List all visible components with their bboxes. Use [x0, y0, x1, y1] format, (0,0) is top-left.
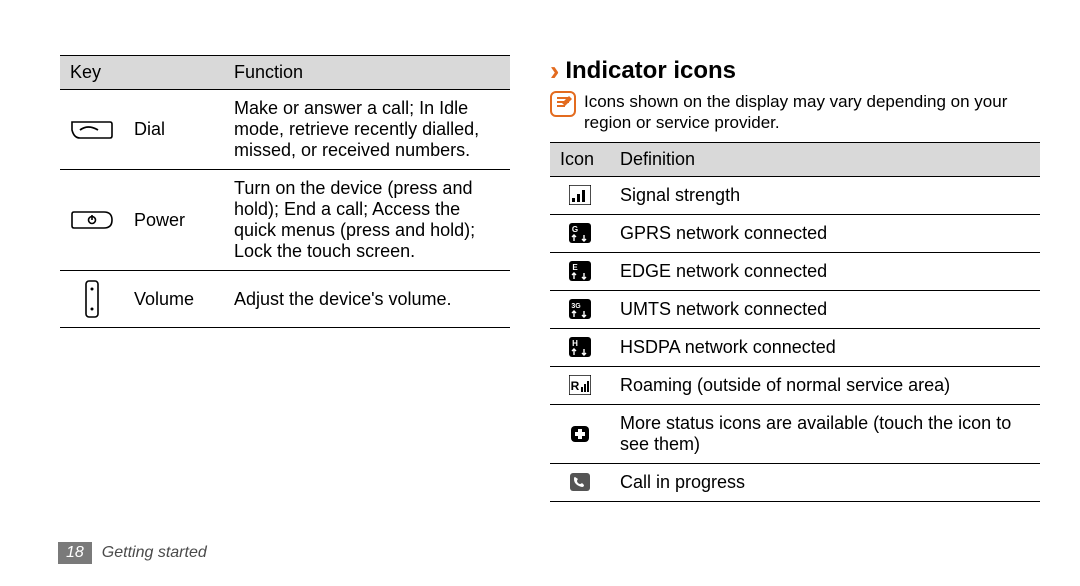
key-name: Power	[124, 170, 224, 271]
icon-definition: EDGE network connected	[610, 252, 1040, 290]
section-header: › Indicator icons	[550, 55, 1040, 87]
svg-text:E: E	[572, 263, 578, 272]
table-row: G GPRS network connected	[550, 214, 1040, 252]
signal-strength-icon	[550, 176, 610, 214]
svg-text:H: H	[572, 339, 578, 348]
table-row: Dial Make or answer a call; In Idle mode…	[60, 90, 510, 170]
icon-definition: Signal strength	[610, 176, 1040, 214]
key-name: Volume	[124, 271, 224, 328]
call-in-progress-icon	[550, 463, 610, 501]
icon-definition: Roaming (outside of normal service area)	[610, 366, 1040, 404]
icons-table: Icon Definition Signal strength	[550, 142, 1040, 502]
header-definition: Definition	[610, 142, 1040, 176]
icon-definition: HSDPA network connected	[610, 328, 1040, 366]
note-icon	[550, 91, 576, 117]
table-row: Volume Adjust the device's volume.	[60, 271, 510, 328]
hsdpa-icon: H	[550, 328, 610, 366]
svg-text:R: R	[571, 379, 580, 393]
svg-text:3G: 3G	[571, 303, 581, 310]
table-row: Signal strength	[550, 176, 1040, 214]
icon-definition: More status icons are available (touch t…	[610, 404, 1040, 463]
table-row: Power Turn on the device (press and hold…	[60, 170, 510, 271]
table-row: More status icons are available (touch t…	[550, 404, 1040, 463]
power-key-icon	[60, 170, 124, 271]
table-row: Call in progress	[550, 463, 1040, 501]
chevron-icon: ›	[550, 55, 559, 87]
header-key: Key	[60, 56, 224, 90]
icon-definition: UMTS network connected	[610, 290, 1040, 328]
key-function: Make or answer a call; In Idle mode, ret…	[224, 90, 510, 170]
note-row: Icons shown on the display may vary depe…	[550, 91, 1040, 134]
page-footer: 18 Getting started	[58, 542, 207, 564]
dial-key-icon	[60, 90, 124, 170]
table-row: R Roaming (outside of normal service are…	[550, 366, 1040, 404]
icon-definition: GPRS network connected	[610, 214, 1040, 252]
icon-definition: Call in progress	[610, 463, 1040, 501]
table-header-row: Key Function	[60, 56, 510, 90]
gprs-icon: G	[550, 214, 610, 252]
more-status-icon	[550, 404, 610, 463]
header-icon: Icon	[550, 142, 610, 176]
key-function: Turn on the device (press and hold); End…	[224, 170, 510, 271]
svg-text:G: G	[572, 225, 578, 234]
table-row: H HSDPA network connected	[550, 328, 1040, 366]
keys-table: Key Function Dial Make or answer a call;…	[60, 55, 510, 328]
table-header-row: Icon Definition	[550, 142, 1040, 176]
roaming-icon: R	[550, 366, 610, 404]
key-function: Adjust the device's volume.	[224, 271, 510, 328]
note-text: Icons shown on the display may vary depe…	[584, 91, 1040, 134]
right-column: › Indicator icons Icons shown on the dis…	[550, 55, 1040, 502]
table-row: E EDGE network connected	[550, 252, 1040, 290]
left-column: Key Function Dial Make or answer a call;…	[60, 55, 510, 502]
table-row: 3G UMTS network connected	[550, 290, 1040, 328]
section-title: Indicator icons	[565, 57, 736, 85]
footer-section-name: Getting started	[102, 544, 207, 562]
page-number: 18	[58, 542, 92, 564]
key-name: Dial	[124, 90, 224, 170]
umts-icon: 3G	[550, 290, 610, 328]
volume-key-icon	[60, 271, 124, 328]
edge-icon: E	[550, 252, 610, 290]
page-body: Key Function Dial Make or answer a call;…	[0, 0, 1080, 502]
header-function: Function	[224, 56, 510, 90]
